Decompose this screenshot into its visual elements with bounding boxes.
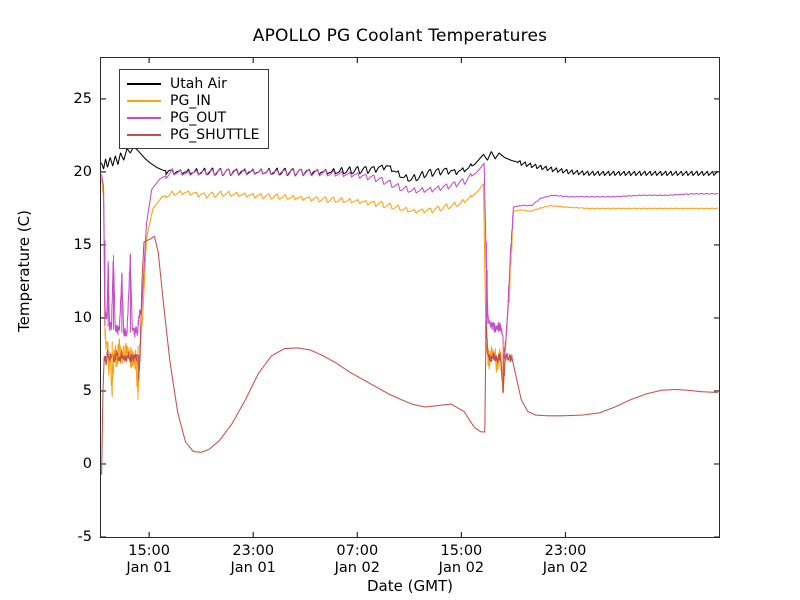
x-tick-label: 07:00 Jan 02 (334, 543, 380, 576)
y-axis-label: Temperature (C) (15, 210, 33, 332)
legend-entry: PG_OUT (127, 109, 259, 126)
legend-color-swatch (127, 133, 161, 136)
x-tick-label: 23:00 Jan 02 (542, 543, 589, 576)
series-line-pg-in (101, 178, 719, 395)
legend-entry: Utah Air (127, 75, 259, 92)
y-tick-label: 10 (73, 309, 92, 326)
x-tick-label: 23:00 Jan 01 (230, 543, 276, 576)
y-tick-label: -5 (77, 529, 92, 545)
x-tick-label: 15:00 Jan 01 (126, 543, 172, 576)
x-axis-label: Date (GMT) (366, 577, 454, 595)
legend-label: PG_OUT (170, 109, 227, 126)
legend-color-swatch (127, 116, 161, 119)
x-tick-label: 15:00 Jan 02 (438, 543, 485, 576)
chart-legend: Utah Air PG_IN PG_OUT PG_SHUTTLE (119, 69, 270, 149)
series-canvas (101, 58, 719, 537)
legend-label: PG_SHUTTLE (170, 126, 260, 143)
series-line-utah-air (101, 146, 719, 182)
y-tick-label: 0 (82, 455, 92, 472)
legend-color-swatch (127, 82, 161, 85)
y-tick-label: 15 (73, 236, 92, 253)
legend-entry: PG_IN (127, 92, 259, 109)
y-tick-label: 5 (82, 382, 92, 399)
legend-entry: PG_SHUTTLE (127, 126, 259, 143)
y-tick-label: 20 (73, 163, 92, 180)
x-axis-tick-labels: 15:00 Jan 01 23:00 Jan 01 07:00 Jan 02 15:00 Ja… (100, 543, 720, 587)
legend-label: Utah Air (170, 75, 227, 92)
y-tick-label: 25 (73, 90, 92, 107)
legend-label: PG_IN (170, 92, 211, 109)
page-title: APOLLO PG Coolant Temperatures (252, 26, 548, 46)
series-line-pg-shuttle (101, 235, 719, 475)
y-axis-tick-labels: -5 0 5 10 15 20 25 (48, 57, 92, 545)
legend-color-swatch (127, 99, 161, 102)
series-line-pg-out (101, 162, 719, 359)
